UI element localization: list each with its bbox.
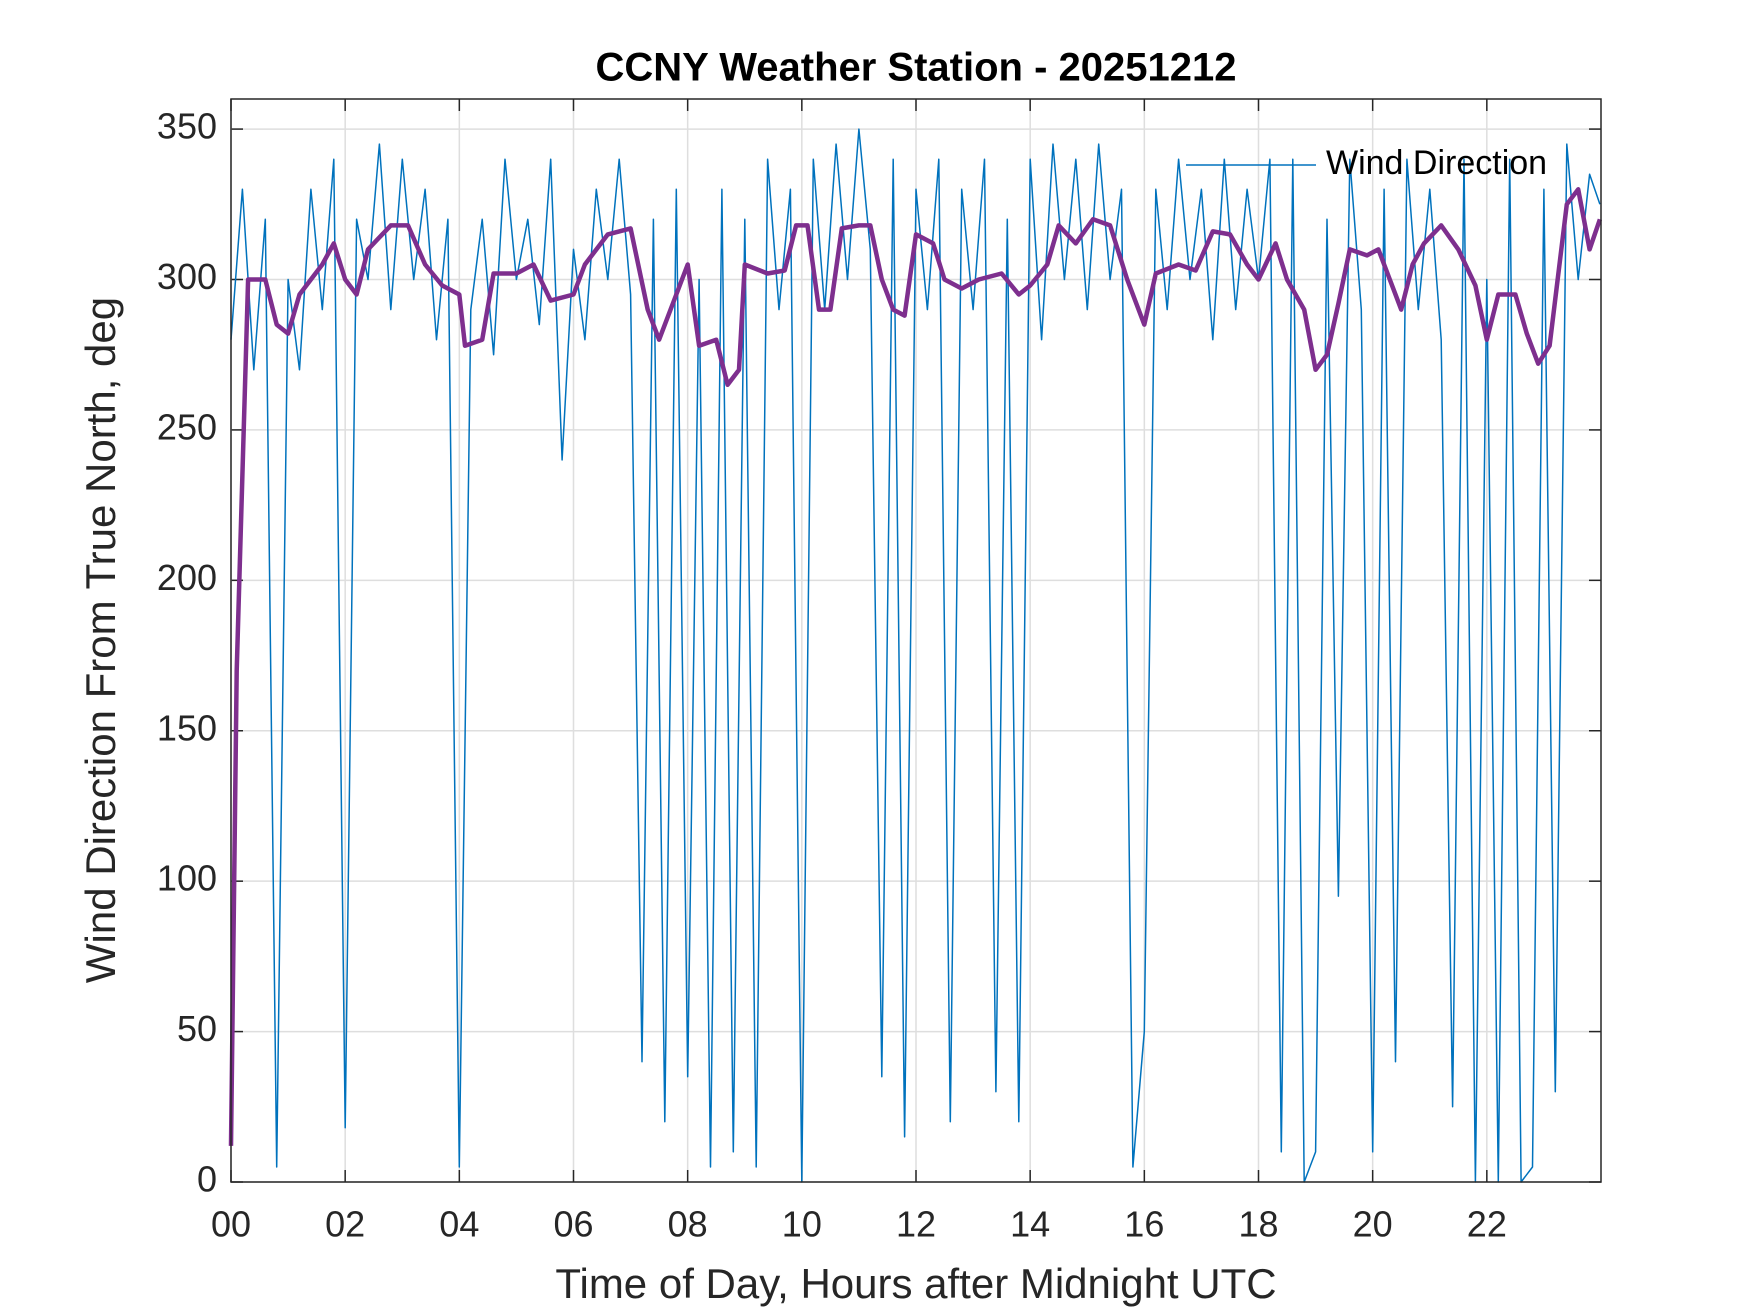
x-tick-label: 16 [1124,1204,1164,1245]
y-tick-label: 150 [157,707,217,748]
y-tick-label: 0 [197,1159,217,1200]
x-tick-label: 12 [896,1204,936,1245]
x-tick-label: 14 [1010,1204,1050,1245]
legend-label: Wind Direction [1326,144,1547,182]
y-tick-label: 350 [157,106,217,147]
axes-box [230,98,1602,1183]
data-line [230,128,1601,1183]
chart-title: CCNY Weather Station - 20251212 [596,46,1237,90]
x-tick-label: 08 [668,1204,708,1245]
x-tick-label: 00 [211,1204,251,1245]
y-tick-label: 50 [177,1008,217,1049]
y-tick-label: 200 [157,557,217,598]
x-tick-label: 10 [782,1204,822,1245]
data-line [228,187,1603,1146]
y-tick-label: 250 [157,406,217,447]
x-tick-label: 18 [1238,1204,1278,1245]
x-tick-label: 20 [1353,1204,1393,1245]
x-tick-label: 02 [325,1204,365,1245]
x-tick-label: 22 [1467,1204,1507,1245]
x-tick-label: 06 [553,1204,593,1245]
y-tick-label: 100 [157,858,217,899]
x-axis-label: Time of Day, Hours after Midnight UTC [555,1260,1276,1307]
y-tick-label: 300 [157,256,217,297]
y-axis-label: Wind Direction From True North, deg [77,297,124,983]
x-tick-label: 04 [439,1204,479,1245]
